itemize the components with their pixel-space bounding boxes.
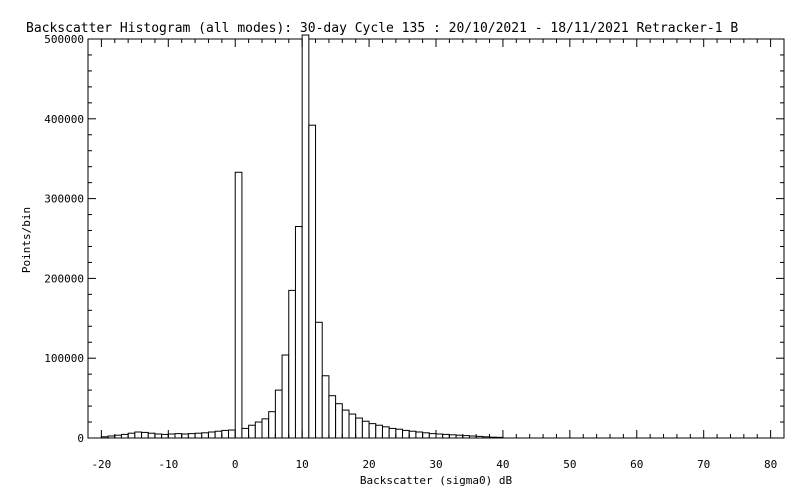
histogram-bar <box>274 389 283 439</box>
histogram-bar <box>328 395 337 439</box>
histogram-bar <box>167 433 176 439</box>
x-tick-label: 50 <box>563 458 576 471</box>
histogram-bar <box>234 171 243 439</box>
histogram-bar <box>448 434 457 439</box>
histogram-bar <box>489 436 497 439</box>
y-axis-ticks: 0 100000 200000 300000 400000 500000 <box>44 33 784 445</box>
histogram-bar <box>254 421 263 439</box>
histogram-bar <box>495 436 504 439</box>
histogram-bar <box>348 413 357 439</box>
histogram-bar <box>402 429 410 439</box>
histogram-bar <box>201 432 209 439</box>
x-tick-label: 0 <box>232 458 239 471</box>
x-axis-label: Backscatter (sigma0) dB <box>360 474 513 487</box>
y-tick-label: 100000 <box>44 352 84 365</box>
histogram-bar <box>154 433 163 439</box>
histogram-bar <box>361 420 370 439</box>
x-tick-label: -20 <box>91 458 111 471</box>
histogram-bar <box>468 435 477 439</box>
histogram-bar <box>228 429 236 439</box>
histogram-bar <box>475 435 484 439</box>
y-tick-label: 400000 <box>44 113 84 126</box>
histogram-bar <box>241 427 250 439</box>
histogram-bar <box>415 431 424 439</box>
histogram-bar <box>428 433 437 439</box>
histogram-bar <box>288 289 296 439</box>
histogram-bar <box>321 375 330 439</box>
histogram-bar <box>335 403 343 439</box>
histogram-bar <box>381 426 390 439</box>
histogram-bar <box>462 435 470 439</box>
histogram-bar <box>308 124 317 439</box>
y-tick-label: 0 <box>77 432 84 445</box>
histogram-bar <box>187 433 196 439</box>
y-tick-label: 200000 <box>44 272 84 285</box>
x-tick-label: 80 <box>764 458 777 471</box>
x-tick-label: 30 <box>429 458 442 471</box>
histogram-bar <box>120 433 129 439</box>
histogram-bar <box>442 433 450 439</box>
histogram-bar <box>455 434 464 439</box>
histogram-bar <box>268 411 276 439</box>
chart-title: Backscatter Histogram (all modes): 30-da… <box>26 21 738 36</box>
histogram-bar <box>134 431 143 439</box>
histogram-bar <box>435 433 444 439</box>
histogram-bar <box>194 432 203 439</box>
histogram-bars <box>100 34 504 439</box>
histogram-bar <box>248 424 256 439</box>
y-tick-label: 500000 <box>44 33 84 46</box>
histogram-bar <box>161 433 169 439</box>
histogram-bar <box>315 321 323 439</box>
x-tick-label: 70 <box>697 458 710 471</box>
x-tick-label: 40 <box>496 458 509 471</box>
x-tick-label: 20 <box>362 458 375 471</box>
histogram-bar <box>100 436 109 439</box>
x-tick-label: 10 <box>296 458 309 471</box>
histogram-bar <box>147 432 156 439</box>
histogram-bar <box>482 436 491 439</box>
histogram-bar <box>355 417 363 439</box>
histogram-bar <box>261 418 270 439</box>
x-axis-ticks: -20 -10 0 10 20 30 40 50 60 70 80 <box>87 39 785 471</box>
histogram-bar <box>127 432 136 439</box>
histogram-bar <box>174 433 183 439</box>
histogram-bar <box>301 34 310 439</box>
histogram-bar <box>207 431 216 439</box>
histogram-bar <box>341 409 350 439</box>
histogram-bar <box>221 429 230 439</box>
histogram-bar <box>214 430 223 439</box>
histogram-bar <box>388 427 397 439</box>
histogram-bar <box>375 424 383 439</box>
histogram-bar <box>181 433 189 439</box>
histogram-bar <box>408 430 417 439</box>
x-tick-label: -10 <box>158 458 178 471</box>
histogram-bar <box>294 226 303 439</box>
histogram-bar <box>107 435 116 439</box>
plot-frame <box>87 38 785 439</box>
x-tick-label: 60 <box>630 458 643 471</box>
y-tick-label: 300000 <box>44 193 84 206</box>
histogram-bar <box>368 423 377 439</box>
histogram-bar <box>281 354 290 439</box>
histogram-bar <box>114 434 122 439</box>
y-axis-label: Points/bin <box>20 207 33 273</box>
histogram-bar <box>395 428 404 439</box>
histogram-bar <box>422 432 430 439</box>
histogram-bar <box>141 431 149 439</box>
